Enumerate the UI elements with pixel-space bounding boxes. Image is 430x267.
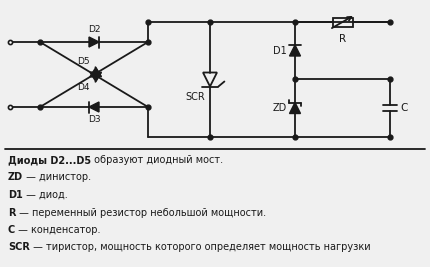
Text: D3: D3: [88, 115, 100, 124]
Text: D4: D4: [77, 83, 90, 92]
Text: D1: D1: [273, 45, 287, 56]
Polygon shape: [89, 37, 99, 47]
Text: SCR: SCR: [8, 242, 30, 253]
Text: — тиристор, мощность которого определяет мощность нагрузки: — тиристор, мощность которого определяет…: [30, 242, 371, 253]
Text: Диоды D2...D5: Диоды D2...D5: [8, 155, 91, 165]
Text: ZD: ZD: [273, 103, 287, 113]
Text: C: C: [8, 225, 15, 235]
Polygon shape: [289, 45, 301, 56]
Text: D1: D1: [8, 190, 23, 200]
Text: D5: D5: [77, 57, 90, 66]
Text: R: R: [339, 34, 346, 44]
Text: C: C: [400, 103, 407, 113]
Polygon shape: [89, 102, 99, 112]
Text: образуют диодный мост.: образуют диодный мост.: [91, 155, 223, 165]
Text: D2: D2: [88, 25, 100, 34]
Text: — переменный резистор небольшой мощности.: — переменный резистор небольшой мощности…: [15, 207, 266, 218]
Bar: [332, 18, 353, 26]
Polygon shape: [289, 103, 301, 113]
Text: — конденсатор.: — конденсатор.: [15, 225, 101, 235]
Polygon shape: [90, 68, 101, 77]
Text: R: R: [8, 207, 15, 218]
Text: — динистор.: — динистор.: [23, 172, 91, 183]
Polygon shape: [90, 72, 101, 81]
Text: ZD: ZD: [8, 172, 23, 183]
Text: — диод.: — диод.: [23, 190, 68, 200]
Text: SCR: SCR: [185, 92, 205, 103]
